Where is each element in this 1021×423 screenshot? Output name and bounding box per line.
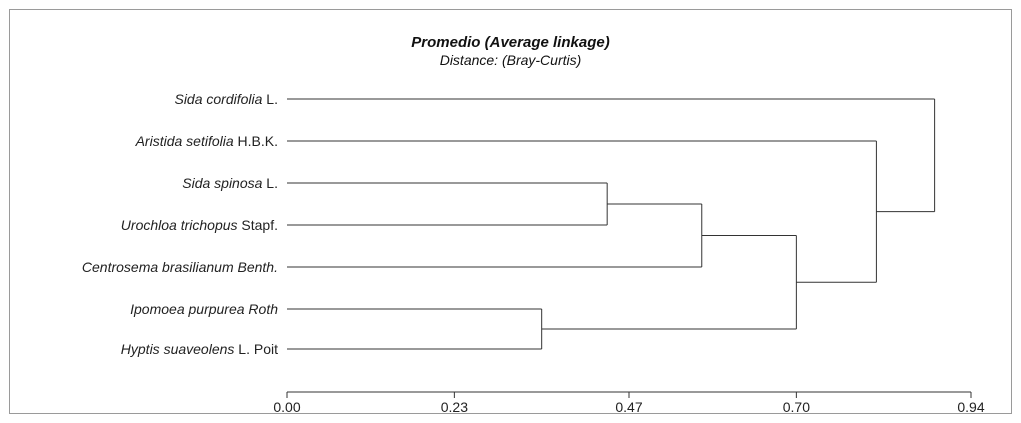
x-tick-label: 0.70: [783, 399, 810, 415]
leaf-label-aristida-setifolia: Aristida setifolia H.B.K.: [135, 133, 278, 149]
leaf-label-part: Hyptis suaveolens: [121, 341, 235, 357]
x-tick-label: 0.47: [615, 399, 642, 415]
merge-links: [541, 99, 936, 349]
leaf-label-part: L.: [262, 175, 278, 191]
leaf-labels: Sida cordifolia L. Aristida setifolia H.B…: [82, 91, 278, 357]
chart-title: Promedio (Average linkage): [411, 34, 610, 51]
leaf-label-part: Urochloa trichopus: [121, 217, 238, 233]
leaf-label-part: Aristida setifolia: [135, 133, 234, 149]
x-tick-label: 0.94: [957, 399, 984, 415]
leaf-branches: [287, 98, 935, 350]
leaf-label-sida-spinosa: Sida spinosa L.: [182, 175, 278, 191]
x-axis: 0.00 0.23 0.47 0.70 0.94: [273, 391, 985, 415]
leaf-label-part: Stapf.: [238, 217, 278, 233]
leaf-label-part: Sida spinosa: [182, 175, 262, 191]
chart-frame: [9, 9, 1012, 414]
leaf-label-centrosema-brasilianum: Centrosema brasilianum Benth.: [82, 259, 278, 275]
leaf-label-hyptis-suaveolens: Hyptis suaveolens L. Poit: [121, 341, 278, 357]
leaf-label-part: L.: [262, 91, 278, 107]
leaf-label-sida-cordifolia: Sida cordifolia L.: [174, 91, 278, 107]
leaf-label-ipomoea-purpurea: Ipomoea purpurea Roth: [130, 301, 278, 317]
leaf-label-part: Sida cordifolia: [174, 91, 262, 107]
leaf-label-part: H.B.K.: [234, 133, 278, 149]
leaf-label-part: Ipomoea purpurea Roth: [130, 301, 278, 317]
x-tick-label: 0.23: [441, 399, 468, 415]
leaf-label-part: L. Poit: [234, 341, 278, 357]
leaf-label-urochloa-trichopus: Urochloa trichopus Stapf.: [121, 217, 278, 233]
x-tick-label: 0.00: [273, 399, 300, 415]
chart-subtitle: Distance: (Bray-Curtis): [439, 52, 582, 68]
leaf-label-part: Centrosema brasilianum Benth.: [82, 259, 278, 275]
